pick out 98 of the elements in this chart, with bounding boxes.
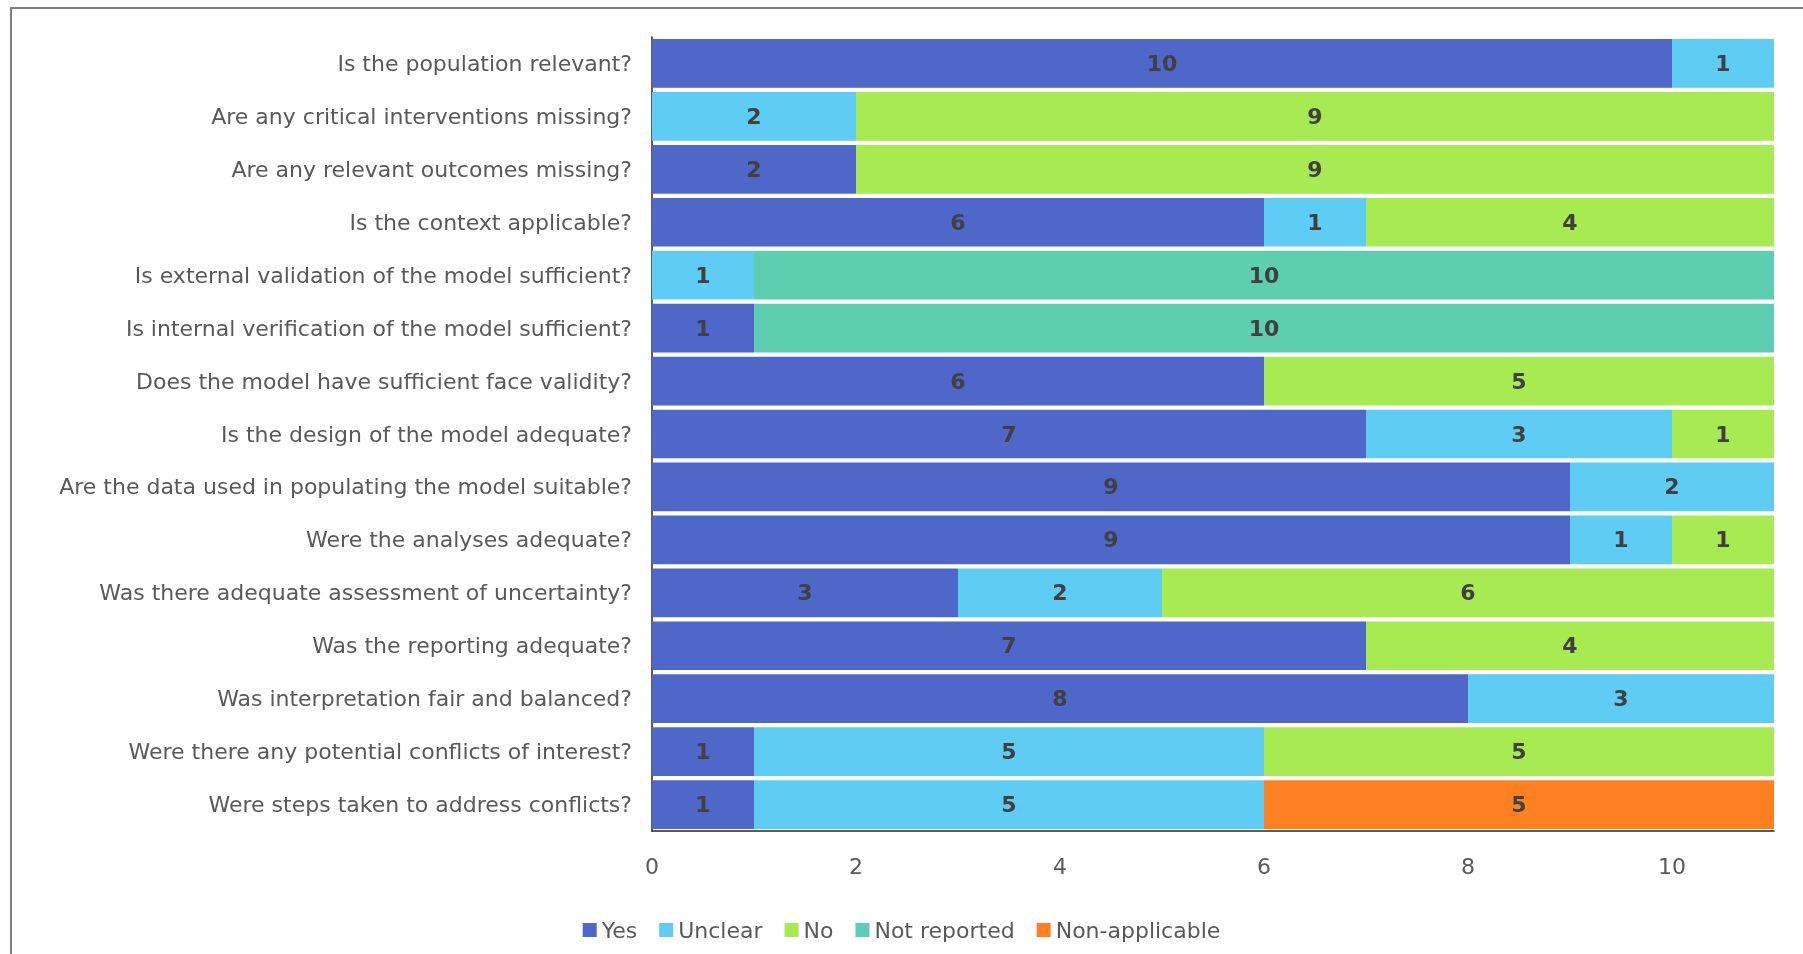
bar	[652, 727, 754, 776]
data-label: 2	[746, 156, 762, 182]
bar	[754, 250, 1774, 300]
bar	[1264, 727, 1774, 776]
y-tick-label: Were steps taken to address conflicts?	[208, 792, 632, 818]
y-tick-label: Was the reporting adequate?	[312, 633, 632, 659]
data-label: 5	[1511, 739, 1527, 765]
data-label: 1	[1715, 50, 1731, 76]
y-tick-label: Are any critical interventions missing?	[211, 103, 632, 129]
bar	[1468, 674, 1774, 724]
bar	[1570, 515, 1672, 565]
data-label: 3	[1511, 421, 1527, 447]
bar	[652, 303, 754, 353]
bar	[1672, 39, 1774, 88]
data-label: 8	[1052, 686, 1068, 712]
y-tick-label: Is internal verification of the model sufficient?	[125, 315, 632, 341]
data-label: 5	[1511, 792, 1527, 818]
y-tick-label: Was interpretation fair and balanced?	[217, 686, 632, 712]
legend-label: Not reported	[874, 917, 1015, 943]
x-tick-label: 10	[1658, 853, 1686, 879]
data-label: 9	[1307, 103, 1323, 129]
y-tick-label: Are any relevant outcomes missing?	[231, 156, 632, 182]
bar	[856, 144, 1774, 194]
bar	[1264, 197, 1366, 247]
bar	[1366, 409, 1672, 459]
data-label: 9	[1103, 527, 1119, 553]
data-label: 3	[1613, 686, 1629, 712]
data-label: 2	[746, 103, 762, 129]
data-label: 4	[1562, 209, 1578, 235]
x-tick-label: 6	[1257, 853, 1271, 879]
bar	[1570, 462, 1774, 512]
bar	[1672, 409, 1774, 459]
bar	[1672, 515, 1774, 565]
y-tick-label: Is the context applicable?	[349, 209, 632, 235]
bar	[652, 144, 856, 194]
bar	[1366, 621, 1774, 671]
data-label: 9	[1103, 474, 1119, 500]
data-label: 2	[1052, 580, 1068, 606]
legend-label: Unclear	[678, 917, 764, 943]
legend-label: Yes	[600, 917, 638, 943]
y-tick-label: Were there any potential conflicts of interest?	[128, 739, 632, 765]
bar	[754, 303, 1774, 353]
bar	[1264, 780, 1774, 829]
bar	[652, 250, 754, 300]
data-label: 3	[797, 580, 813, 606]
bar	[958, 568, 1162, 618]
bar	[1264, 356, 1774, 406]
bar	[652, 92, 856, 141]
y-tick-label: Does the model have sufficient face validity?	[136, 368, 632, 394]
bar	[652, 674, 1468, 724]
data-label: 6	[950, 368, 966, 394]
bar	[652, 409, 1366, 459]
data-label: 7	[1001, 633, 1017, 659]
data-label: 5	[1511, 368, 1527, 394]
data-label: 10	[1146, 50, 1178, 76]
data-label: 1	[695, 792, 711, 818]
y-tick-label: Were the analyses adequate?	[306, 527, 632, 553]
bar	[856, 92, 1774, 141]
x-tick-label: 4	[1053, 853, 1067, 879]
data-label: 4	[1562, 633, 1578, 659]
legend-label: No	[803, 917, 834, 943]
data-label: 10	[1248, 315, 1280, 341]
y-tick-label: Is external validation of the model sufficient?	[134, 262, 632, 288]
data-label: 6	[1460, 580, 1476, 606]
data-label: 6	[950, 209, 966, 235]
bar	[652, 197, 1264, 247]
y-tick-label: Is the population relevant?	[337, 50, 632, 76]
y-tick-label: Is the design of the model adequate?	[220, 421, 632, 447]
data-label: 2	[1664, 474, 1680, 500]
bar	[652, 568, 958, 618]
bar	[652, 621, 1366, 671]
data-label: 10	[1248, 262, 1280, 288]
bar	[754, 727, 1264, 776]
x-tick-label: 2	[849, 853, 863, 879]
x-tick-label: 8	[1461, 853, 1475, 879]
data-label: 5	[1001, 792, 1017, 818]
data-label: 1	[1715, 421, 1731, 447]
bar	[652, 780, 754, 829]
bar	[1162, 568, 1774, 618]
data-label: 7	[1001, 421, 1017, 447]
data-label: 9	[1307, 156, 1323, 182]
data-label: 5	[1001, 739, 1017, 765]
data-label: 1	[1613, 527, 1629, 553]
bar	[754, 780, 1264, 829]
bar	[652, 515, 1570, 565]
data-label: 1	[695, 739, 711, 765]
data-label: 1	[1715, 527, 1731, 553]
y-tick-label: Was there adequate assessment of uncertainty?	[99, 580, 632, 606]
data-label: 1	[695, 262, 711, 288]
bar	[1366, 197, 1774, 247]
x-tick-label: 0	[645, 853, 659, 879]
bar	[652, 356, 1264, 406]
legend-label: Non-applicable	[1055, 917, 1221, 943]
bar	[652, 462, 1570, 512]
data-label: 1	[695, 315, 711, 341]
data-label: 1	[1307, 209, 1323, 235]
y-tick-label: Are the data used in populating the model suitable?	[59, 474, 632, 500]
bar	[652, 39, 1672, 88]
